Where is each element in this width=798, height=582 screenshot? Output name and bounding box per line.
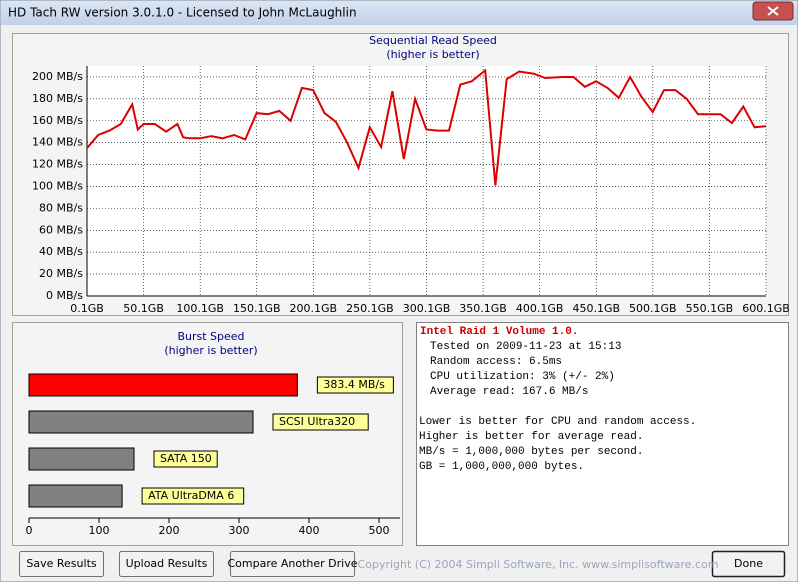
category-label: ATA UltraDMA 6 xyxy=(148,489,234,502)
info-line: Average read: 167.6 MB/s xyxy=(430,386,588,398)
info-note: Higher is better for average read. xyxy=(419,431,643,443)
y-tick-label: 60 MB/s xyxy=(39,223,83,236)
x-tick-label: 200.1GB xyxy=(290,302,338,315)
chart-title: Sequential Read Speed xyxy=(369,34,497,47)
chart-subtitle: (higher is better) xyxy=(164,344,257,357)
title-bar xyxy=(1,1,797,25)
x-tick-label: 400.1GB xyxy=(516,302,564,315)
x-tick-label: 350.1GB xyxy=(459,302,507,315)
info-line: CPU utilization: 3% (+/- 2%) xyxy=(430,371,615,383)
button-label: Upload Results xyxy=(126,557,208,570)
info-heading: Intel Raid 1 Volume 1.0. xyxy=(420,326,578,338)
line xyxy=(86,68,767,186)
chart-title: Burst Speed xyxy=(177,330,244,343)
y-tick-label: 20 MB/s xyxy=(39,267,83,280)
window-title: HD Tach RW version 3.0.1.0 - Licensed to… xyxy=(8,6,357,20)
category-label: SATA 150 xyxy=(160,452,212,465)
bar xyxy=(28,447,135,471)
button-label: Done xyxy=(734,557,763,570)
info-panel xyxy=(416,322,789,546)
button[interactable] xyxy=(19,551,104,577)
bar xyxy=(28,410,254,434)
x-tick-label: 100.1GB xyxy=(176,302,224,315)
y-tick-label: 120 MB/s xyxy=(32,158,83,171)
x-tick-label: 500.1GB xyxy=(629,302,677,315)
y-tick-label: 200 MB/s xyxy=(32,70,83,83)
bar xyxy=(28,484,123,508)
close-icon xyxy=(767,6,779,16)
x-tick-label: 550.1GB xyxy=(686,302,734,315)
x-tick-label: 400 xyxy=(299,524,320,537)
info-line: Tested on 2009-11-23 at 15:13 xyxy=(430,341,621,353)
x-tick-label: 300 xyxy=(229,524,250,537)
label-box xyxy=(316,376,394,394)
category-label: SCSI Ultra320 xyxy=(279,415,355,428)
value-label: 383.4 MB/s xyxy=(323,378,385,391)
y-tick-label: 0 MB/s xyxy=(46,289,83,302)
y-tick-label: 180 MB/s xyxy=(32,92,83,105)
label-box xyxy=(153,450,218,468)
x-tick-label: 200 xyxy=(159,524,180,537)
info-note: MB/s = 1,000,000 bytes per second. xyxy=(419,446,643,458)
y-tick-label: 100 MB/s xyxy=(32,179,83,192)
button-label: Save Results xyxy=(26,557,96,570)
button[interactable] xyxy=(119,551,214,577)
button[interactable] xyxy=(230,551,355,577)
button[interactable] xyxy=(711,550,786,578)
y-tick-label: 80 MB/s xyxy=(39,201,83,214)
label-box xyxy=(141,487,245,505)
info-note: Lower is better for CPU and random acces… xyxy=(419,416,696,428)
y-tick-label: 160 MB/s xyxy=(32,114,83,127)
x-tick-label: 300.1GB xyxy=(403,302,451,315)
x-tick-label: 50.1GB xyxy=(123,302,164,315)
info-note: GB = 1,000,000,000 bytes. xyxy=(419,461,584,473)
chart-subtitle: (higher is better) xyxy=(386,48,479,61)
x-tick-label: 450.1GB xyxy=(572,302,620,315)
x-tick-label: 100 xyxy=(89,524,110,537)
burst-panel xyxy=(12,322,403,546)
x-tick-label: 150.1GB xyxy=(233,302,281,315)
copyright: Copyright (C) 2004 Simpli Software, Inc.… xyxy=(358,558,719,571)
x-tick-label: 0 xyxy=(26,524,33,537)
info-line: Random access: 6.5ms xyxy=(430,356,562,368)
x-tick-label: 0.1GB xyxy=(70,302,104,315)
x-tick-label: 500 xyxy=(369,524,390,537)
x-tick-label: 250.1GB xyxy=(346,302,394,315)
label-box xyxy=(272,413,369,431)
x-tick-label: 600.1GB xyxy=(742,302,790,315)
button-label: Compare Another Drive xyxy=(227,557,357,570)
y-tick-label: 140 MB/s xyxy=(32,136,83,149)
y-tick-label: 40 MB/s xyxy=(39,245,83,258)
bar xyxy=(28,373,298,397)
